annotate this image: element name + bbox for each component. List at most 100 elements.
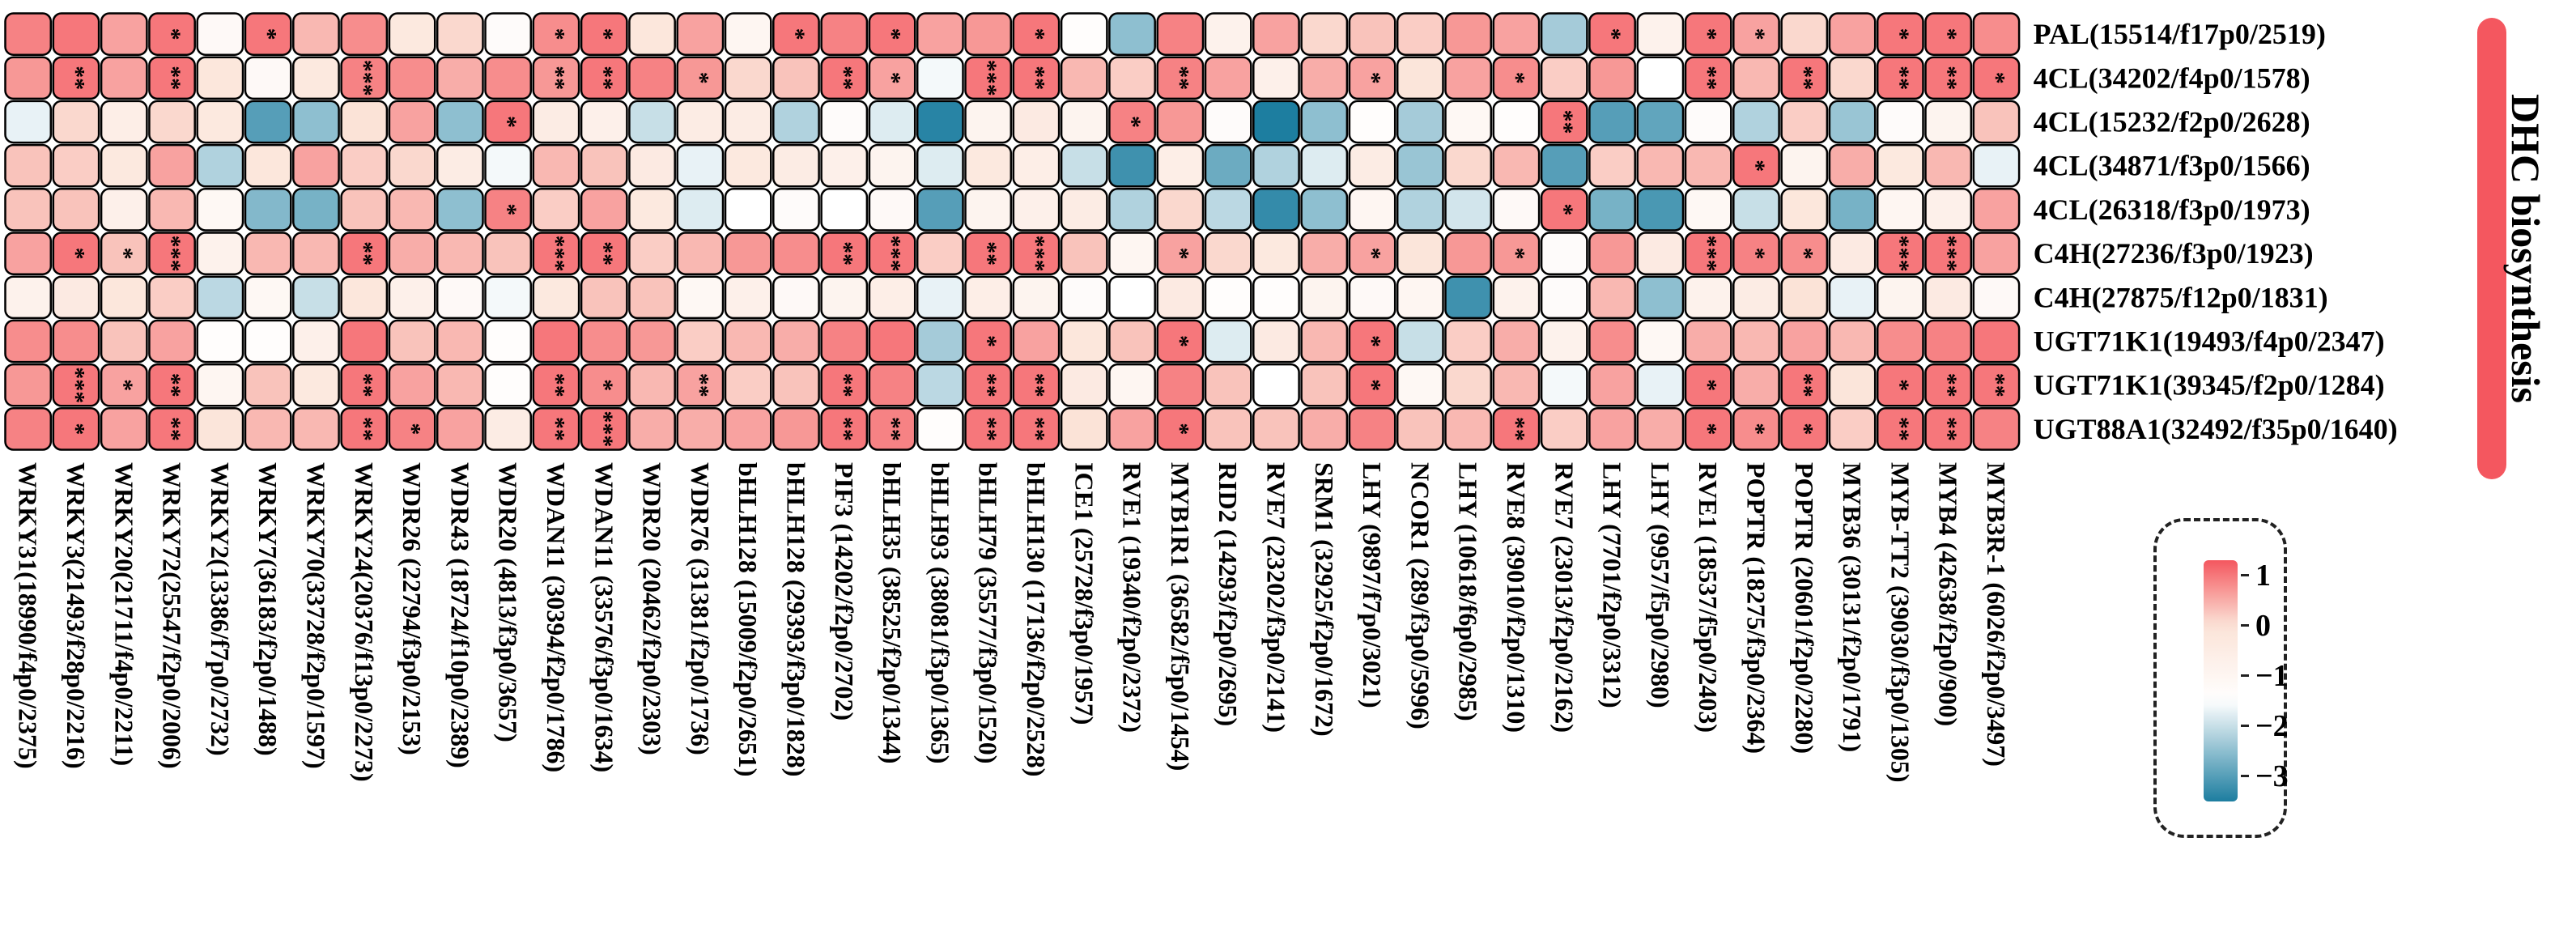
heatmap-cell (1972, 143, 2021, 188)
heatmap-cell (1204, 275, 1252, 320)
significance-label: ** (1022, 66, 1049, 90)
significance-label: *** (1022, 236, 1049, 272)
heatmap-cell (628, 275, 676, 320)
heatmap-cell (1732, 275, 1780, 320)
row-label: 4CL(34871/f3p0/1566) (2034, 150, 2310, 182)
column-label: RVE7 (23202/f3p0/2141) (1261, 462, 1290, 733)
color-legend-bar (2204, 560, 2238, 801)
heatmap-cell (1924, 188, 1973, 232)
heatmap-cell (244, 56, 292, 100)
row-label: PAL(15514/f17p0/2519) (2034, 18, 2326, 50)
heatmap-cell (1060, 143, 1108, 188)
heatmap-cell (1108, 188, 1156, 232)
heatmap-cell (1588, 188, 1636, 232)
heatmap-cell (1156, 143, 1205, 188)
heatmap-cell (1204, 232, 1252, 275)
heatmap-cell (196, 100, 244, 144)
significance-label: ** (1935, 66, 1962, 90)
heatmap-cell (820, 12, 869, 56)
heatmap-cell (484, 143, 533, 188)
heatmap-cell (1060, 56, 1108, 100)
heatmap-cell (724, 188, 772, 232)
heatmap-cell (1684, 12, 1732, 56)
heatmap-cell (388, 188, 436, 232)
significance-label: ** (1791, 66, 1817, 90)
significance-label: ** (159, 417, 185, 441)
heatmap-cell (1972, 319, 2021, 363)
row-label: 4CL(34202/f4p0/1578) (2034, 62, 2310, 94)
column-label: WDR26 (22794/f3p0/2153) (397, 462, 427, 755)
legend-tick-label: 1 (2255, 558, 2271, 593)
heatmap-cell (388, 56, 436, 100)
heatmap-cell (1060, 188, 1108, 232)
heatmap-cell (1252, 319, 1300, 363)
column-label: WDAN11 (30394/f2p0/1786) (542, 462, 571, 772)
heatmap-cell (1204, 12, 1252, 56)
heatmap-cell (868, 12, 916, 56)
heatmap-cell (964, 363, 1013, 407)
heatmap-cell (1348, 363, 1396, 407)
heatmap-cell (1684, 275, 1732, 320)
heatmap-cell (820, 232, 869, 275)
heatmap-cell (1780, 363, 1829, 407)
heatmap-cell (1876, 143, 1924, 188)
heatmap-cell (1684, 232, 1732, 275)
heatmap-cell (436, 319, 484, 363)
heatmap-cell (148, 188, 196, 232)
heatmap-cell (676, 319, 725, 363)
heatmap-cell (1828, 275, 1877, 320)
heatmap-cell (964, 100, 1013, 144)
significance-label: * (111, 379, 138, 391)
heatmap-cell (772, 12, 820, 56)
legend-tick (2241, 624, 2249, 627)
significance-label: * (1167, 423, 1193, 435)
heatmap-cell (1252, 100, 1300, 144)
heatmap-cell (1540, 143, 1588, 188)
heatmap-cell (1732, 407, 1780, 451)
heatmap-cell (1636, 232, 1685, 275)
column-label: RVE7 (23013/f2p0/2162) (1549, 462, 1579, 733)
column-label: RID2 (14293/f2p0/2695) (1214, 462, 1243, 726)
heatmap-cell (436, 275, 484, 320)
column-label: PIF3 (14202/f2p0/2702) (830, 462, 859, 721)
heatmap-cell (52, 275, 100, 320)
heatmap-cell (820, 407, 869, 451)
heatmap-cell (1444, 100, 1493, 144)
column-label: WDR76 (31381/f2p0/1736) (686, 462, 715, 755)
heatmap-cell (1156, 56, 1205, 100)
heatmap-cell (484, 188, 533, 232)
significance-label: ** (1983, 373, 2009, 397)
heatmap-cell (1876, 56, 1924, 100)
significance-label: ** (1503, 417, 1529, 441)
heatmap-cell (676, 56, 725, 100)
heatmap-cell (100, 56, 148, 100)
heatmap-cell (148, 275, 196, 320)
heatmap-cell (1684, 363, 1732, 407)
heatmap-cell (340, 319, 389, 363)
column-label: POPTR (20601/f2p0/2280) (1790, 462, 1819, 754)
heatmap-cell (1492, 407, 1541, 451)
significance-label: * (1695, 379, 1722, 391)
column-label: WRKY70(33728/f2p0/1597) (301, 462, 330, 769)
heatmap-cell (1588, 275, 1636, 320)
significance-label: *** (542, 236, 569, 272)
heatmap-cell (1588, 232, 1636, 275)
significance-label: * (1791, 248, 1817, 260)
heatmap-cell (100, 363, 148, 407)
heatmap-cell (436, 56, 484, 100)
heatmap-cell (1876, 363, 1924, 407)
heatmap-cell (868, 188, 916, 232)
heatmap-cell (1924, 319, 1973, 363)
heatmap-cell (1780, 188, 1829, 232)
heatmap-cell (628, 407, 676, 451)
heatmap-cell (148, 232, 196, 275)
heatmap-cell (964, 56, 1013, 100)
heatmap-cell (916, 12, 964, 56)
heatmap-cell (1876, 100, 1924, 144)
heatmap-cell (1348, 56, 1396, 100)
heatmap-cell (484, 275, 533, 320)
column-label: WRKY2(13386/f7p0/2732) (206, 462, 235, 756)
heatmap-cell (292, 188, 340, 232)
heatmap-cell (1012, 363, 1061, 407)
heatmap-cell (292, 319, 340, 363)
